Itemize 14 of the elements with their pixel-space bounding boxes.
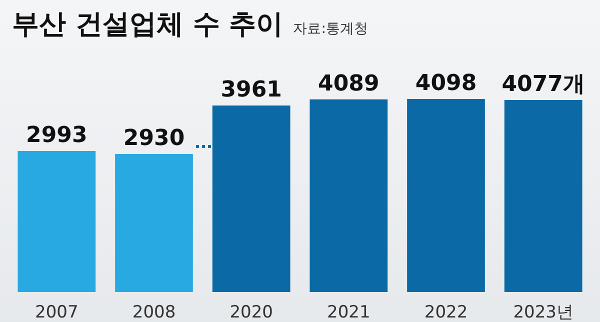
data-label: 2930 <box>123 126 185 152</box>
x-tick-label: 2020 <box>230 302 273 322</box>
x-tick-label: 2021 <box>327 302 370 322</box>
data-label: 4089 <box>318 71 380 96</box>
text: 자료:통계청 <box>293 21 368 37</box>
data-label: 3961 <box>220 77 282 102</box>
x-tick-label: 2023년 <box>513 302 574 322</box>
data-label: 4098 <box>415 71 477 96</box>
x-tick-label: 2008 <box>132 302 176 322</box>
x-tick-label: 2022 <box>424 302 468 322</box>
x-tick-label: 2007 <box>35 302 78 322</box>
chart-title: 부산 건설업체 수 추이 <box>12 9 284 40</box>
data-label: 2993 <box>26 123 88 148</box>
data-label: 4077개 <box>502 72 585 97</box>
